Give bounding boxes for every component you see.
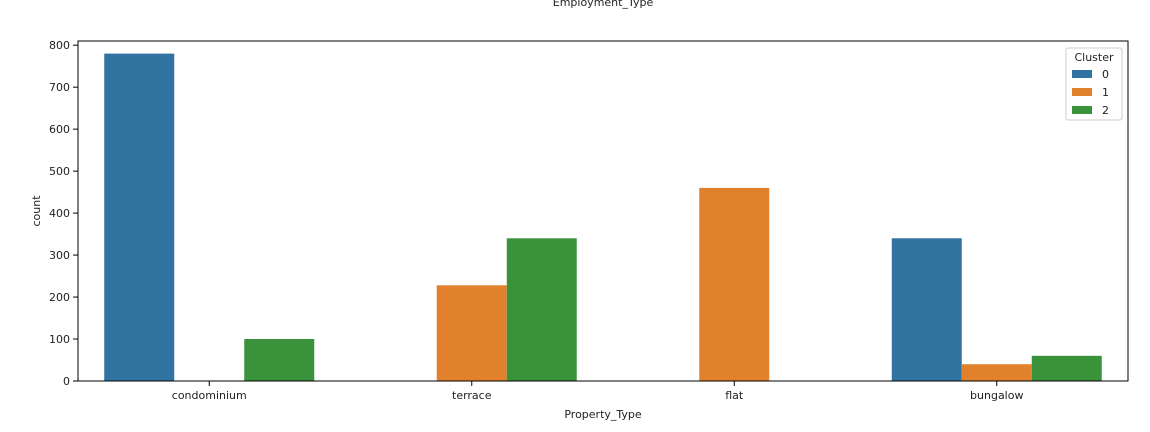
legend-label-2: 2 (1102, 104, 1109, 117)
legend: Cluster 0 1 2 (1065, 47, 1123, 121)
y-tick-label: 100 (49, 333, 70, 346)
y-axis-label: count (30, 195, 43, 227)
y-tick-label: 200 (49, 291, 70, 304)
y-tick-label: 400 (49, 207, 70, 220)
y-tick-label: 700 (49, 81, 70, 94)
bar-condominium-cluster-0 (104, 53, 175, 382)
y-axis: 0 100 200 300 400 500 600 700 800 (49, 39, 78, 388)
x-tick-label: flat (725, 389, 744, 402)
bar-condominium-cluster-2 (244, 339, 315, 381)
legend-title: Cluster (1074, 51, 1114, 64)
y-tick-label: 800 (49, 39, 70, 52)
x-tick-label: terrace (452, 389, 492, 402)
legend-label-1: 1 (1102, 86, 1109, 99)
x-axis-label: Property_Type (564, 408, 642, 421)
x-axis: condominium terrace flat bungalow (172, 381, 1023, 402)
bars-layer (104, 53, 1102, 382)
chart-title: Employment_Type (553, 0, 654, 9)
legend-swatch-0 (1072, 70, 1092, 78)
y-tick-label: 300 (49, 249, 70, 262)
bar-terrace-cluster-1 (436, 285, 507, 381)
bar-terrace-cluster-2 (506, 238, 577, 381)
x-tick-label: bungalow (970, 389, 1023, 402)
bar-bungalow-cluster-2 (1031, 355, 1102, 381)
legend-box (1065, 47, 1123, 121)
y-tick-label: 0 (63, 375, 70, 388)
y-tick-label: 600 (49, 123, 70, 136)
legend-swatch-2 (1072, 106, 1092, 114)
y-tick-label: 500 (49, 165, 70, 178)
legend-label-0: 0 (1102, 68, 1109, 81)
x-tick-label: condominium (172, 389, 247, 402)
bar-bungalow-cluster-0 (891, 238, 962, 381)
legend-swatch-1 (1072, 88, 1092, 96)
bar-bungalow-cluster-1 (961, 364, 1032, 381)
bar-flat-cluster-1 (699, 187, 770, 381)
plot-frame (77, 40, 1129, 382)
